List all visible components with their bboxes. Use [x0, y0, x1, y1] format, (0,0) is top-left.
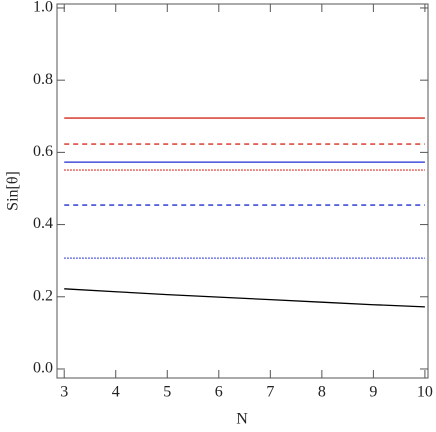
y-tick-label: 1.0 — [33, 0, 53, 16]
x-tick-label: 7 — [266, 384, 274, 401]
y-axis-label: Sin[θ] — [5, 171, 22, 211]
y-tick-label: 0.0 — [33, 360, 53, 377]
line — [64, 288, 425, 308]
x-tick-label: 10 — [417, 384, 433, 401]
x-axis-label: N — [236, 411, 248, 428]
x-tick-label: 6 — [215, 384, 223, 401]
x-tick-label: 8 — [318, 384, 326, 401]
y-tick-label: 0.4 — [33, 215, 53, 232]
x-tick-label: 9 — [369, 384, 377, 401]
y-tick-label: 0.6 — [33, 143, 53, 160]
x-tick-label: 5 — [163, 384, 171, 401]
y-tick-label: 0.2 — [33, 287, 53, 304]
x-tick-label: 4 — [112, 384, 120, 401]
y-tick-label: 0.8 — [33, 71, 53, 88]
x-tick-label: 3 — [60, 384, 68, 401]
plot-frame — [56, 3, 429, 379]
